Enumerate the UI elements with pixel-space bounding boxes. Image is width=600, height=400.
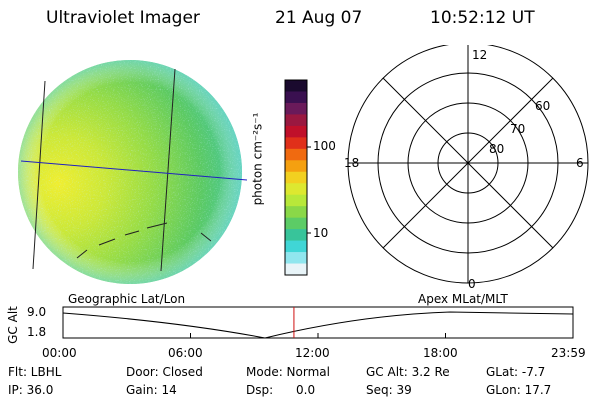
meridian-line-right (160, 68, 176, 272)
seq-readout: Seq: 39 (366, 383, 412, 397)
meridian-line-left (32, 80, 46, 270)
colorbar-stripe (285, 148, 307, 161)
colorbar-stripe (285, 102, 307, 115)
image-date: 21 Aug 07 (275, 8, 363, 28)
x-tick-0600: 06:00 (168, 346, 203, 360)
dsp-readout: Dsp: 0.0 (246, 383, 316, 397)
terminator-dashes (76, 222, 212, 259)
mlt-label-0: 0 (468, 277, 476, 290)
colorbar-stripe (285, 183, 307, 196)
colorbar-tick-10: 10 (313, 226, 329, 240)
geographic-title: Geographic Lat/Lon (68, 292, 186, 306)
colorbar-stripe (285, 114, 307, 127)
x-tick-2359: 23:59 (551, 346, 586, 360)
altitude-curve (62, 311, 574, 339)
colorbar-stripe (285, 263, 307, 276)
colorbar-tick-100: 100 (313, 139, 336, 153)
y-tick-bottom: 1.8 (27, 325, 47, 339)
gc-alt-axis-label: GC Alt (5, 306, 20, 344)
apex-title: Apex MLat/MLT (418, 292, 508, 306)
colorbar-unit-label: photon cm⁻²s⁻¹ (250, 112, 265, 206)
colorbar-stripe (285, 80, 307, 92)
altitude-timeline (62, 306, 574, 339)
filter-readout: Flt: LBHL (8, 365, 62, 379)
mode-readout: Mode: Normal (246, 365, 330, 379)
colorbar-stripe (285, 125, 307, 138)
colorbar-stripe (285, 240, 307, 253)
uv-earth-image (18, 60, 248, 284)
colorbar (284, 79, 311, 276)
glat-readout: GLat: -7.7 (486, 365, 546, 379)
polar-mlt-plot: 12 18 6 0 60 70 80 (344, 45, 589, 290)
x-tick-0000: 00:00 (42, 346, 77, 360)
ip-readout: IP: 36.0 (8, 383, 54, 397)
gain-readout: Gain: 14 (126, 383, 177, 397)
image-time: 10:52:12 UT (430, 8, 535, 28)
mlat-label-60: 60 (535, 99, 550, 113)
x-tick-1200: 12:00 (295, 346, 330, 360)
colorbar-stripe (285, 206, 307, 219)
colorbar-stripe (285, 160, 307, 173)
mlt-label-12: 12 (472, 48, 487, 62)
colorbar-stripe (285, 217, 307, 230)
x-tick-1800: 18:00 (423, 346, 458, 360)
mlat-label-70: 70 (510, 122, 525, 136)
colorbar-stripe (285, 91, 307, 104)
colorbar-stripe (285, 252, 307, 265)
colorbar-stripe (285, 171, 307, 184)
door-readout: Door: Closed (126, 365, 203, 379)
mlt-label-18: 18 (344, 156, 359, 170)
colorbar-stripe (285, 194, 307, 207)
mlt-label-6: 6 (576, 156, 584, 170)
parallel-line (20, 160, 248, 181)
mlat-label-80: 80 (489, 142, 504, 156)
colorbar-stripe (285, 229, 307, 242)
y-tick-top: 9.0 (27, 305, 47, 319)
instrument-title: Ultraviolet Imager (46, 8, 200, 28)
colorbar-stripe (285, 137, 307, 150)
glon-readout: GLon: 17.7 (486, 383, 552, 397)
gc-alt-readout: GC Alt: 3.2 Re (366, 365, 450, 379)
colorbar-gradient (285, 80, 307, 276)
